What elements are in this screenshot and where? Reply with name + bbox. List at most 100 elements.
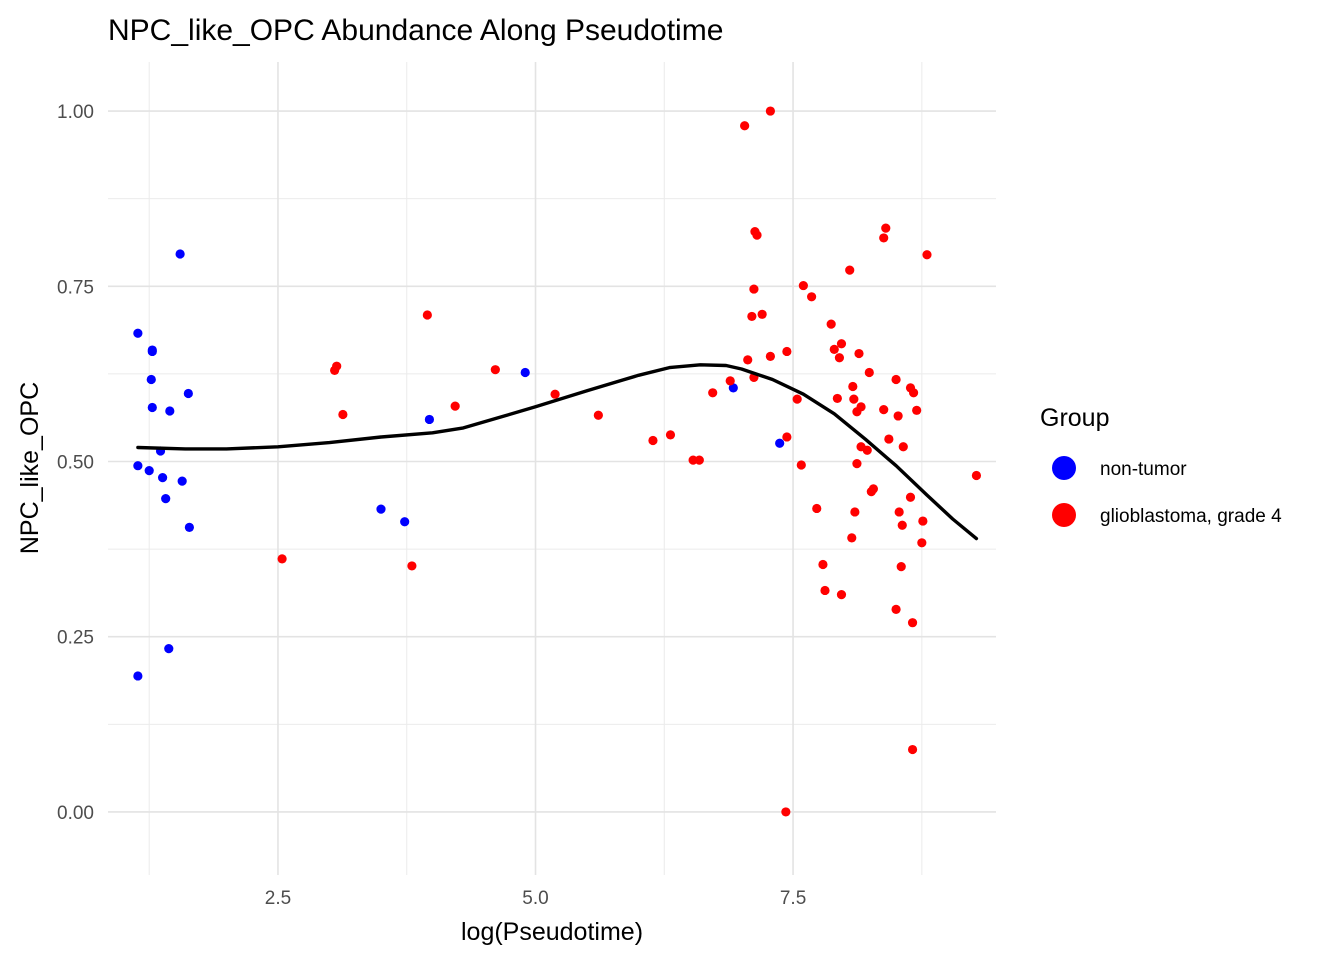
data-point [908,388,919,398]
data-point [743,355,753,365]
y-tick-label: 0.50 [57,452,94,473]
data-point [912,405,922,415]
data-point [798,280,808,291]
data-point [184,522,194,532]
data-point [917,538,927,548]
data-point [847,533,857,543]
data-point [765,351,775,361]
x-tick-label: 2.5 [265,888,291,909]
data-point [807,292,817,302]
legend-key [1052,456,1076,480]
legend-label: glioblastoma, grade 4 [1100,506,1282,527]
y-tick-label: 0.25 [57,628,94,649]
x-tick-label: 7.5 [780,888,806,909]
data-point [971,470,982,481]
data-point [757,309,767,319]
y-axis-ticks: 0.00 0.25 0.50 0.75 1.00 [57,102,94,824]
grid [108,62,996,875]
data-point [862,445,872,455]
legend-entries: non-tumor glioblastoma, grade 4 [1052,456,1282,527]
data-point [708,388,718,398]
data-point [147,346,157,357]
data-point [593,410,603,420]
data-point [849,394,859,404]
y-tick-label: 0.75 [57,277,94,298]
data-point [775,438,785,448]
data-point [648,435,658,446]
data-point [836,339,847,349]
data-point [725,376,735,386]
data-point [852,458,862,469]
data-point [338,409,348,420]
data-point [796,460,806,470]
data-point [400,517,410,527]
data-points [133,106,982,817]
data-point [829,344,839,354]
data-point [183,388,193,399]
data-point [490,365,500,375]
data-point [782,346,792,357]
data-point [868,484,879,494]
data-point [854,348,864,359]
data-point [879,233,889,243]
data-point [133,671,143,681]
legend-title: Group [1040,404,1109,432]
data-point [893,411,903,421]
data-point [836,590,847,600]
data-point [161,494,171,504]
data-point [147,402,157,413]
data-point [845,265,855,275]
data-point [781,807,791,817]
data-point [133,328,143,338]
data-point [896,562,906,572]
chart-title: NPC_like_OPC Abundance Along Pseudotime [108,14,723,47]
data-point [694,455,704,465]
data-point [897,520,907,530]
data-point [550,389,560,399]
data-point [922,250,932,260]
data-point [424,414,435,425]
data-point [898,442,908,452]
y-tick-label: 0.00 [57,803,94,824]
data-point [422,310,432,320]
data-point [332,361,342,371]
smooth-trend-line [136,363,979,541]
data-point [826,319,836,329]
data-point [728,383,738,393]
data-point [891,374,901,385]
data-point [749,284,759,294]
x-axis-label: log(Pseudotime) [461,918,643,946]
data-point [520,367,530,378]
data-point [818,559,828,570]
data-point [834,353,845,363]
data-point [812,503,822,514]
data-point [905,492,916,502]
data-point [832,393,842,404]
data-point [157,473,168,483]
x-tick-label: 5.0 [522,888,548,909]
data-point [907,618,918,628]
legend-key [1052,503,1076,527]
data-point [894,507,904,517]
data-point [376,504,386,514]
data-point [175,249,185,259]
data-point [891,604,901,614]
data-point [740,121,750,131]
x-axis-ticks: 2.5 5.0 7.5 [265,888,807,909]
data-point [277,554,287,564]
data-point [765,106,775,116]
data-point [665,430,676,440]
data-point [450,401,460,411]
data-point [879,405,889,415]
data-point [848,381,858,392]
y-tick-label: 1.00 [57,102,94,123]
data-point [918,516,928,526]
legend-label: non-tumor [1100,459,1187,480]
data-point [133,461,143,471]
data-point [164,644,174,654]
data-point [407,561,417,571]
data-point [752,230,762,240]
data-point [782,432,792,442]
